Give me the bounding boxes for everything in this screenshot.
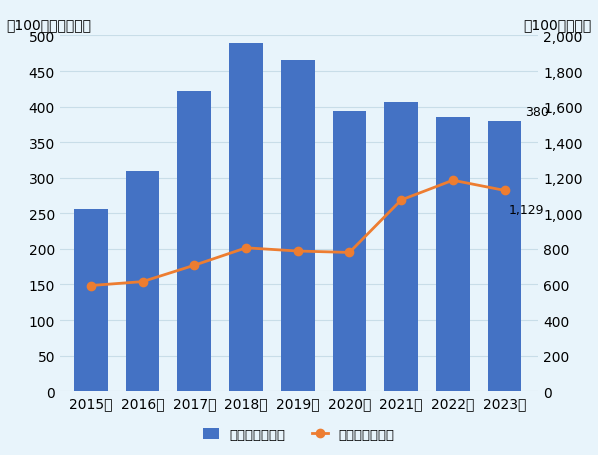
輸入額（右軸） (449, 178, 456, 183)
Bar (385, 102, 418, 391)
Text: 380: 380 (525, 106, 549, 119)
Bar (436, 118, 469, 391)
Bar (332, 111, 366, 391)
Bar (281, 61, 315, 391)
Bar (229, 44, 263, 391)
Bar (488, 121, 521, 391)
輸入額（右軸） (139, 279, 146, 285)
Bar (74, 210, 108, 391)
Bar (126, 171, 159, 391)
Text: （100万リットル）: （100万リットル） (6, 18, 91, 32)
輸入額（右軸） (191, 263, 198, 268)
Legend: 輸入量（左軸）, 輸入額（右軸）: 輸入量（左軸）, 輸入額（右軸） (198, 423, 400, 446)
輸入額（右軸） (346, 250, 353, 256)
輸入額（右軸） (501, 188, 508, 194)
輸入額（右軸） (294, 249, 301, 254)
Text: 1,129: 1,129 (509, 203, 544, 216)
Bar (178, 92, 211, 391)
Text: （100万ドル）: （100万ドル） (524, 18, 592, 32)
輸入額（右軸） (398, 198, 405, 203)
Line: 輸入額（右軸）: 輸入額（右軸） (87, 177, 509, 290)
輸入額（右軸） (87, 283, 94, 288)
輸入額（右軸） (242, 246, 249, 251)
